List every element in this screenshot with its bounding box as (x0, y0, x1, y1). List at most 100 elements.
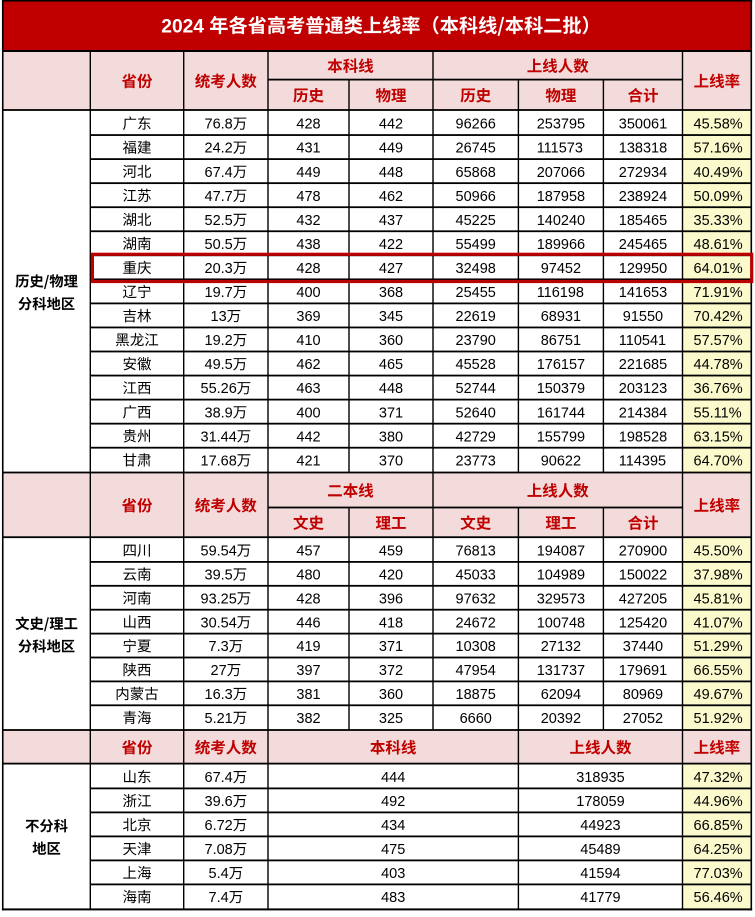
svg-text:368: 368 (379, 285, 403, 301)
svg-text:155799: 155799 (537, 429, 585, 445)
svg-text:104989: 104989 (537, 568, 585, 584)
svg-text:44.96%: 44.96% (694, 794, 743, 810)
svg-text:382: 382 (296, 711, 320, 727)
svg-text:463: 463 (296, 381, 320, 397)
svg-text:55.11%: 55.11% (694, 405, 742, 421)
svg-text:483: 483 (381, 890, 405, 906)
svg-text:245465: 245465 (619, 237, 667, 253)
svg-text:176157: 176157 (537, 357, 585, 373)
svg-text:10308: 10308 (456, 639, 496, 655)
svg-text:179691: 179691 (619, 663, 667, 679)
svg-text:59.54: 59.54 (201, 544, 237, 560)
svg-text:18875: 18875 (456, 687, 496, 703)
svg-text:125420: 125420 (619, 615, 667, 631)
svg-text:27132: 27132 (541, 639, 581, 655)
svg-text:68931: 68931 (541, 309, 581, 325)
svg-text:76813: 76813 (456, 544, 496, 560)
svg-text:448: 448 (379, 165, 403, 181)
svg-text:71.91%: 71.91% (694, 285, 743, 301)
svg-text:62094: 62094 (541, 687, 581, 703)
svg-text:80969: 80969 (623, 687, 663, 703)
svg-text:238924: 238924 (619, 189, 667, 205)
svg-text:19.7: 19.7 (205, 285, 233, 301)
svg-text:253795: 253795 (537, 117, 585, 133)
svg-text:480: 480 (296, 568, 320, 584)
svg-text:325: 325 (379, 711, 403, 727)
svg-text:457: 457 (296, 544, 320, 560)
svg-text:37.98%: 37.98% (694, 568, 743, 584)
svg-text:20.3: 20.3 (205, 261, 233, 277)
svg-text:36.76%: 36.76% (694, 381, 743, 397)
svg-text:396: 396 (379, 591, 403, 607)
svg-text:140240: 140240 (537, 213, 585, 229)
svg-text:110541: 110541 (619, 333, 666, 349)
svg-text:26745: 26745 (456, 141, 496, 157)
svg-text:47.7: 47.7 (205, 189, 233, 205)
svg-text:371: 371 (379, 405, 403, 421)
svg-text:410: 410 (296, 333, 320, 349)
svg-text:427205: 427205 (619, 591, 667, 607)
svg-text:369: 369 (296, 309, 320, 325)
svg-text:419: 419 (296, 639, 320, 655)
svg-text:428: 428 (296, 261, 320, 277)
svg-text:161744: 161744 (537, 405, 585, 421)
svg-text:420: 420 (379, 568, 403, 584)
svg-text:150022: 150022 (619, 568, 667, 584)
svg-text:96266: 96266 (456, 117, 496, 133)
svg-text:221685: 221685 (619, 357, 667, 373)
svg-text:428: 428 (296, 117, 320, 133)
svg-text:329573: 329573 (537, 591, 585, 607)
svg-text:459: 459 (379, 544, 403, 560)
svg-text:31.44: 31.44 (201, 429, 237, 445)
svg-text:50.09%: 50.09% (694, 189, 743, 205)
svg-text:462: 462 (379, 189, 403, 205)
svg-text:478: 478 (296, 189, 320, 205)
svg-text:449: 449 (379, 141, 403, 157)
svg-text:116198: 116198 (537, 285, 584, 301)
svg-text:97452: 97452 (541, 261, 581, 277)
svg-text:187958: 187958 (537, 189, 585, 205)
svg-text:57.57%: 57.57% (694, 333, 743, 349)
svg-text:207066: 207066 (537, 165, 585, 181)
svg-text:56.46%: 56.46% (694, 890, 743, 906)
svg-text:63.15%: 63.15% (694, 429, 743, 445)
svg-text:27052: 27052 (623, 711, 663, 727)
svg-text:434: 434 (381, 818, 405, 834)
svg-text:19.2: 19.2 (205, 333, 233, 349)
svg-text:360: 360 (379, 333, 403, 349)
svg-text:66.55%: 66.55% (694, 663, 743, 679)
svg-text:67.4: 67.4 (205, 770, 233, 786)
svg-text:45.50%: 45.50% (694, 544, 743, 560)
svg-text:475: 475 (381, 842, 405, 858)
svg-text:427: 427 (379, 261, 403, 277)
svg-text:6.72: 6.72 (205, 818, 233, 834)
svg-text:442: 442 (296, 429, 320, 445)
svg-text:5.4: 5.4 (209, 866, 229, 882)
svg-text:214384: 214384 (619, 405, 667, 421)
svg-text:16.3: 16.3 (205, 687, 233, 703)
svg-text:150379: 150379 (537, 381, 585, 397)
svg-text:400: 400 (296, 285, 320, 301)
svg-text:52640: 52640 (456, 405, 496, 421)
svg-text:400: 400 (296, 405, 320, 421)
svg-text:42729: 42729 (456, 429, 496, 445)
svg-text:86751: 86751 (541, 333, 581, 349)
svg-text:380: 380 (379, 429, 403, 445)
svg-text:141653: 141653 (619, 285, 667, 301)
svg-text:23790: 23790 (456, 333, 496, 349)
svg-text:350061: 350061 (619, 117, 667, 133)
svg-text:44.78%: 44.78% (694, 357, 743, 373)
svg-text:318935: 318935 (576, 770, 624, 786)
svg-text:48.61%: 48.61% (694, 237, 743, 253)
svg-text:64.25%: 64.25% (694, 842, 743, 858)
svg-text:194087: 194087 (537, 544, 585, 560)
svg-text:50966: 50966 (456, 189, 496, 205)
svg-text:437: 437 (379, 213, 403, 229)
svg-text:41594: 41594 (580, 866, 620, 882)
svg-text:70.42%: 70.42% (694, 309, 743, 325)
svg-text:76.8: 76.8 (205, 117, 233, 133)
svg-text:45.81%: 45.81% (694, 591, 743, 607)
svg-text:370: 370 (379, 453, 403, 469)
svg-text:47954: 47954 (456, 663, 496, 679)
svg-text:442: 442 (379, 117, 403, 133)
